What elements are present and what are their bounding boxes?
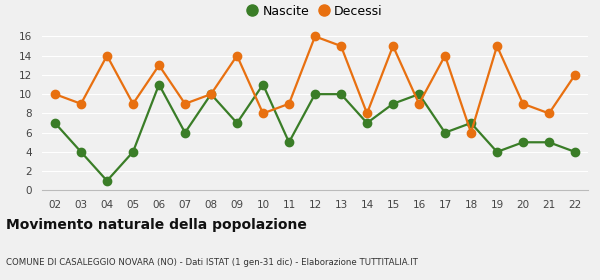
Legend: Nascite, Decessi: Nascite, Decessi xyxy=(242,0,388,22)
Text: COMUNE DI CASALEGGIO NOVARA (NO) - Dati ISTAT (1 gen-31 dic) - Elaborazione TUTT: COMUNE DI CASALEGGIO NOVARA (NO) - Dati … xyxy=(6,258,418,267)
Text: Movimento naturale della popolazione: Movimento naturale della popolazione xyxy=(6,218,307,232)
